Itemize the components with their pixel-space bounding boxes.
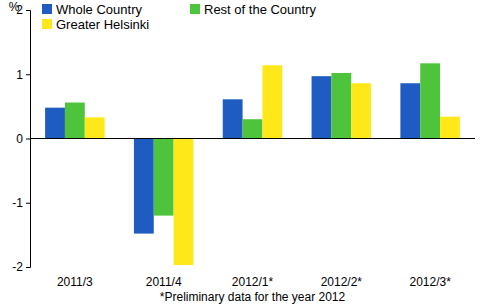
bar (223, 99, 243, 138)
x-tick: 2011/4 (146, 275, 182, 289)
y-axis: -2-1012 (12, 3, 30, 274)
series (65, 63, 440, 215)
x-tick-label: 2012/3* (409, 275, 451, 289)
y-tick-label: -2 (12, 260, 23, 274)
x-tick: 2012/3* (409, 275, 451, 289)
legend: Whole Country Rest of the Country Greater … (42, 2, 316, 32)
x-tick: 2011/3 (57, 275, 93, 289)
legend-label: Whole Country (56, 2, 142, 17)
bar (174, 139, 194, 266)
chart: -2-10122011/32011/42012/1*2012/2*2012/3*… (0, 0, 494, 304)
bar (134, 139, 154, 234)
y-tick-mark (26, 203, 30, 204)
legend-swatch (42, 19, 52, 29)
y-tick: -2 (12, 260, 30, 274)
legend-item: Greater Helsinki (42, 17, 149, 32)
bar (400, 83, 420, 138)
legend-swatch (42, 4, 52, 14)
bars (45, 63, 460, 265)
y-tick-label: 1 (16, 68, 23, 82)
y-axis-line (26, 11, 31, 268)
series (85, 65, 460, 265)
y-label: % (9, 0, 20, 14)
y-tick-label: 0 (16, 132, 23, 146)
legend-swatch (190, 4, 200, 14)
y-tick-mark (26, 74, 30, 75)
legend-item: Rest of the Country (190, 2, 316, 17)
plot: -2-10122011/32011/42012/1*2012/2*2012/3* (12, 3, 475, 289)
x-tick-label: 2012/2* (321, 275, 363, 289)
x-tick-label: 2012/1* (232, 275, 274, 289)
y-tick: -1 (12, 196, 30, 210)
y-tick-label: -1 (12, 196, 23, 210)
bar (331, 73, 351, 139)
y-tick: 0 (16, 132, 30, 146)
series (45, 76, 420, 233)
x-axis: 2011/3 2011/4 2012/1* 2012/2* 2012/3* (57, 275, 451, 289)
legend-label: Greater Helsinki (56, 17, 149, 32)
bar (65, 103, 85, 139)
bar (312, 76, 332, 138)
x-tick-label: 2011/3 (57, 275, 93, 289)
y-tick-mark (26, 267, 30, 268)
bar (440, 117, 460, 139)
bar (85, 117, 105, 138)
y-tick-mark (26, 10, 30, 11)
zero-line (30, 138, 475, 139)
x-tick: 2012/1* (232, 275, 274, 289)
bar (351, 83, 371, 138)
bar (420, 63, 440, 138)
y-tick: 1 (16, 68, 30, 82)
bar (154, 139, 174, 216)
x-tick: 2012/2* (321, 275, 363, 289)
legend-label: Rest of the Country (204, 2, 316, 17)
bar (262, 65, 282, 138)
x-label: *Preliminary data for the year 2012 (160, 290, 346, 304)
x-tick-label: 2011/4 (146, 275, 182, 289)
bar (243, 119, 263, 138)
legend-item: Whole Country (42, 2, 142, 17)
bar (45, 108, 65, 139)
y-tick-mark (26, 139, 30, 140)
